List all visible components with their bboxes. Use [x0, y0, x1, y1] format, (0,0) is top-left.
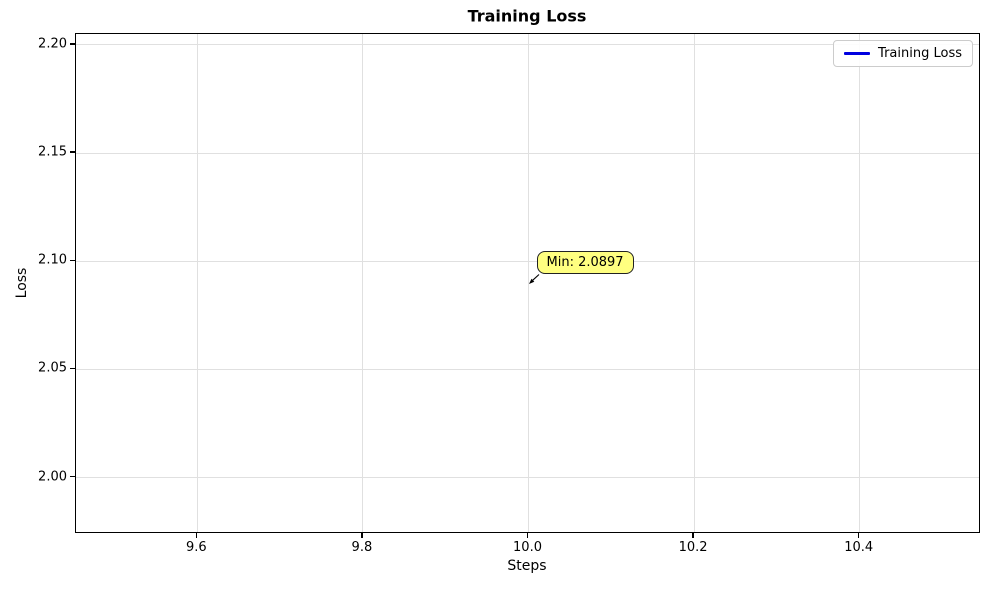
legend-label: Training Loss	[878, 46, 962, 61]
x-tick-mark	[526, 533, 529, 538]
y-tick-mark	[70, 259, 75, 261]
y-tick-label: 2.20	[38, 36, 67, 52]
grid-line-vertical	[859, 34, 861, 532]
plot-area: Training Loss Min: 2.0897	[75, 33, 980, 533]
x-tick-label: 10.0	[513, 540, 542, 555]
legend: Training Loss	[833, 40, 973, 67]
y-tick-label: 2.10	[38, 252, 67, 268]
x-tick-mark	[195, 533, 197, 538]
grid-line-horizontal	[76, 368, 979, 370]
y-tick-mark	[70, 476, 75, 478]
grid-line-horizontal	[76, 44, 979, 46]
x-axis-label: Steps	[507, 558, 547, 574]
y-tick-mark	[70, 367, 75, 370]
chart-title: Training Loss	[467, 6, 587, 26]
annotation-arrow-icon	[528, 273, 539, 284]
x-tick-label: 9.8	[351, 540, 373, 555]
x-tick-label: 9.6	[185, 540, 207, 555]
y-tick-mark	[70, 43, 75, 45]
x-tick-label: 10.2	[678, 540, 708, 555]
grid-line-horizontal	[76, 477, 979, 479]
y-axis-label: Loss	[14, 267, 30, 299]
grid-line-horizontal	[76, 152, 979, 154]
x-tick-mark	[361, 533, 363, 538]
grid-line-vertical	[362, 34, 364, 532]
x-tick-label: 10.4	[844, 540, 874, 555]
x-tick-mark	[857, 533, 860, 538]
y-tick-label: 2.15	[38, 144, 67, 160]
x-tick-mark	[692, 533, 694, 538]
grid-line-vertical	[528, 34, 529, 532]
y-tick-label: 2.00	[38, 469, 67, 485]
y-tick-mark	[70, 151, 75, 153]
min-loss-annotation: Min: 2.0897	[536, 250, 634, 274]
grid-line-horizontal	[76, 260, 979, 262]
y-tick-label: 2.05	[38, 360, 67, 376]
grid-line-vertical	[693, 34, 695, 532]
grid-line-vertical	[196, 34, 198, 532]
legend-line-swatch	[844, 52, 871, 55]
